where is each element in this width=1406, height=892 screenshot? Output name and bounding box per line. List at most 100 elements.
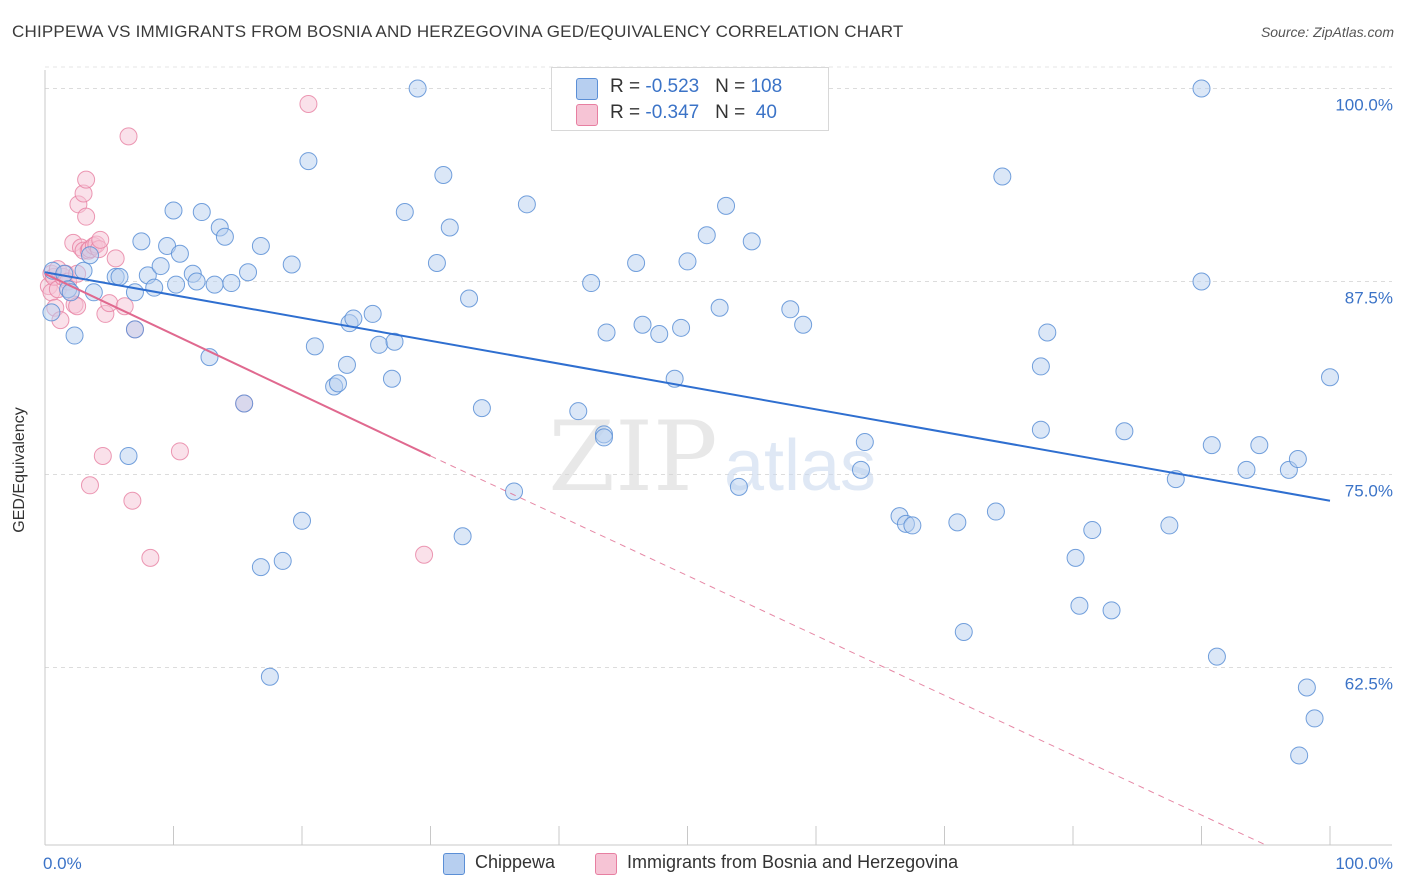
y-tick-label: 62.5% — [1345, 674, 1393, 693]
chippewa-point — [427, 253, 446, 272]
swatch-bosnia — [595, 853, 617, 875]
chippewa-point — [305, 337, 324, 356]
chippewa-point — [453, 527, 472, 546]
chippewa-point — [80, 246, 99, 265]
chippewa-point — [337, 355, 356, 374]
gridlines — [45, 66, 1392, 668]
bosnia-point — [93, 446, 112, 465]
legend-swatch-chippewa — [576, 78, 598, 100]
chippewa-point — [1321, 368, 1339, 387]
trend-lines — [44, 271, 1331, 846]
chippewa-point — [678, 252, 697, 271]
chippewa-point — [260, 667, 279, 686]
chippewa-point — [167, 275, 186, 294]
chippewa-point — [794, 315, 813, 334]
chippewa-point — [633, 315, 652, 334]
chippewa-point — [299, 152, 318, 171]
y-axis-label: GED/Equivalency — [11, 407, 28, 533]
series-chippewa-points — [42, 79, 1339, 765]
chippewa-point — [74, 261, 93, 280]
chippewa-point — [251, 236, 270, 255]
chippewa-point — [434, 165, 453, 184]
source-label: Source: ZipAtlas.com — [1260, 24, 1394, 40]
chippewa-point — [851, 460, 870, 479]
bosnia-point — [415, 545, 434, 564]
bosnia-trend-extension — [430, 455, 1266, 846]
chippewa-point — [517, 195, 536, 214]
chippewa-point — [717, 196, 736, 215]
chippewa-point — [855, 433, 874, 452]
chippewa-point — [1237, 460, 1256, 479]
chippewa-point — [110, 267, 129, 286]
chippewa-point — [627, 253, 646, 272]
chippewa-point — [84, 283, 103, 302]
chippewa-point — [710, 298, 729, 317]
chippewa-point — [370, 335, 389, 354]
chippewa-point — [132, 232, 151, 251]
chippewa-point — [986, 502, 1005, 521]
chippewa-point — [440, 218, 459, 237]
chippewa-point — [408, 79, 427, 98]
chippewa-point — [65, 326, 84, 345]
bosnia-point — [170, 442, 189, 461]
chippewa-point — [385, 332, 404, 351]
x-tick-label-min: 0.0% — [43, 854, 82, 873]
bosnia-trend-line — [44, 272, 431, 457]
legend-r-value: -0.347 — [645, 102, 700, 123]
chippewa-point — [382, 369, 401, 388]
legend-n-label: N = — [715, 76, 751, 97]
chippewa-point — [1160, 516, 1179, 535]
chippewa-point — [1038, 323, 1057, 342]
chippewa-point — [1250, 436, 1269, 455]
legend-n-value: 108 — [750, 76, 783, 97]
chippewa-point — [222, 274, 241, 293]
chippewa-point — [1207, 647, 1226, 666]
chippewa-point — [472, 399, 491, 418]
legend-swatch-bosnia — [576, 104, 598, 126]
chippewa-point — [781, 300, 800, 319]
chippewa-point — [954, 622, 973, 641]
bosnia-point — [141, 548, 160, 567]
chippewa-point — [293, 511, 311, 530]
chippewa-trend-line — [44, 271, 1331, 502]
chippewa-point — [1083, 521, 1102, 540]
chippewa-point — [1297, 678, 1316, 697]
y-tick-label: 100.0% — [1335, 96, 1393, 115]
bosnia-point — [119, 127, 138, 146]
chippewa-point — [395, 203, 414, 222]
chippewa-point — [344, 309, 363, 328]
legend-r-value: -0.523 — [645, 76, 700, 97]
chippewa-point — [697, 226, 716, 245]
chippewa-point — [1031, 357, 1050, 376]
legend-n-label: N = — [715, 102, 751, 123]
legend-n-value: 40 — [750, 102, 777, 123]
chippewa-point — [235, 394, 254, 413]
chippewa-point — [1192, 79, 1211, 98]
chippewa-point — [119, 446, 138, 465]
chippewa-point — [1192, 272, 1211, 291]
legend-r-label: R = — [610, 102, 646, 123]
chippewa-point — [251, 558, 270, 577]
chippewa-point — [1070, 596, 1089, 615]
chippewa-point — [505, 482, 524, 501]
legend-r-label: R = — [610, 76, 646, 97]
chippewa-point — [1031, 420, 1050, 439]
chippewa-point — [164, 201, 183, 220]
bosnia-point — [91, 230, 110, 249]
y-tick-label: 87.5% — [1345, 289, 1393, 308]
bosnia-point — [80, 476, 99, 495]
axes — [44, 70, 1392, 846]
watermark: ZIP atlas — [548, 401, 876, 513]
chippewa-point — [582, 274, 601, 293]
chippewa-point — [597, 323, 616, 342]
chippewa-point — [187, 272, 206, 291]
chippewa-point — [569, 402, 588, 421]
swatch-chippewa — [443, 853, 465, 875]
chippewa-point — [993, 167, 1012, 186]
watermark-atlas: atlas — [724, 426, 876, 506]
chippewa-point — [125, 320, 144, 339]
tick-labels: 62.5% 75.0% 87.5% 100.0% 0.0% 100.0% — [43, 96, 1393, 873]
series-label-chippewa: Chippewa — [475, 852, 556, 872]
chippewa-point — [151, 257, 170, 276]
chippewa-point — [650, 324, 669, 343]
